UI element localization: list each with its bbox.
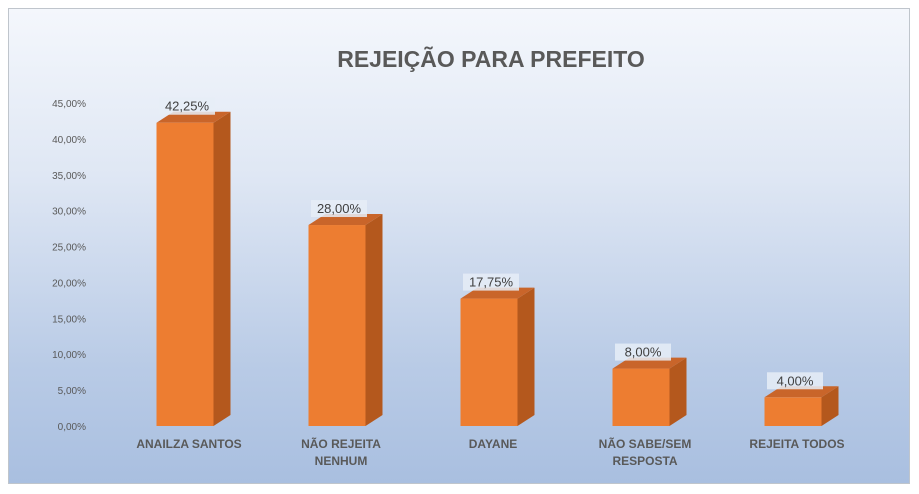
data-label-box [615,343,671,361]
x-axis: ANAILZA SANTOS NÃO REJEITA NENHUM DAYANE NÃO… [136,436,844,468]
bar-front [156,122,214,426]
data-label: 4,00% [777,373,814,388]
data-label: 8,00% [625,345,662,360]
y-tick-label: 25,00% [52,243,86,254]
y-tick-label: 40,00% [52,135,86,146]
data-label: 28,00% [317,201,362,216]
bar: 17,75% [460,273,535,426]
y-tick-label: 45,00% [52,99,86,110]
category-label: NÃO REJEITA NENHUM [301,436,381,468]
bar: 4,00% [764,372,839,426]
category-label: REJEITA TODOS [749,437,844,451]
data-label: 17,75% [469,275,514,290]
data-label-box [159,97,215,115]
y-tick-label: 15,00% [52,314,86,325]
data-label-box [463,273,519,291]
bar: 8,00% [612,343,687,426]
category-label: DAYANE [469,437,517,451]
y-axis: 0,00% 5,00% 10,00% 15,00% 20,00% 25,00% 30,00%… [52,99,86,433]
y-tick-label: 5,00% [58,386,86,397]
category-label: ANAILZA SANTOS [136,437,241,451]
data-label-box [767,372,823,390]
bar: 42,25% [156,97,231,426]
chart-title: REJEIÇÃO PARA PREFEITO [337,45,645,72]
bar-side [517,287,535,426]
chart-area: REJEIÇÃO PARA PREFEITO 0,00% 5,00% 10,00% 1… [8,8,910,484]
bar-side [365,214,383,426]
y-tick-label: 0,00% [58,422,86,433]
bars-group: 42,25% 28,00% 17,75% 8,00% 4,00% [156,97,839,426]
y-tick-label: 20,00% [52,278,86,289]
category-label: NÃO SABE/SEM RESPOSTA [599,436,692,468]
bar-side [669,357,687,426]
data-label-box [311,200,367,218]
bar-front [460,298,518,426]
bar-side [213,111,231,426]
bar-front [612,368,670,426]
y-tick-label: 10,00% [52,350,86,361]
y-tick-label: 30,00% [52,207,86,218]
y-tick-label: 35,00% [52,171,86,182]
data-label: 42,25% [165,99,210,114]
chart-svg: REJEIÇÃO PARA PREFEITO 0,00% 5,00% 10,00% 1… [52,45,844,468]
bar-front [764,397,822,426]
bar-side [821,386,839,426]
bar: 28,00% [308,200,383,426]
bar-front [308,225,366,426]
